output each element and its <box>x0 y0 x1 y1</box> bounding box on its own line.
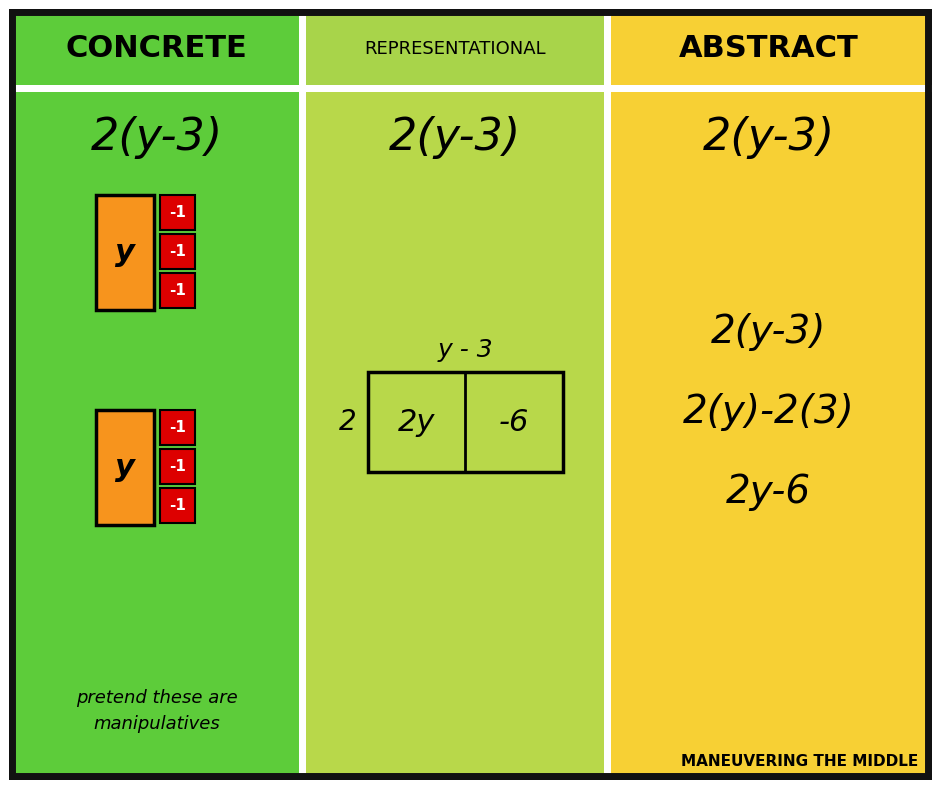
Text: -1: -1 <box>169 419 186 434</box>
Text: 2(y-3): 2(y-3) <box>711 313 826 351</box>
Text: -1: -1 <box>169 243 186 258</box>
Text: 2(y-3): 2(y-3) <box>389 116 521 158</box>
Bar <box>611 92 926 774</box>
Text: y: y <box>115 452 135 481</box>
Text: pretend these are: pretend these are <box>75 689 238 707</box>
Bar <box>306 92 604 774</box>
Bar <box>160 410 195 444</box>
Text: 2y: 2y <box>398 407 435 437</box>
Bar <box>14 92 299 774</box>
Text: -1: -1 <box>169 459 186 474</box>
Text: -1: -1 <box>169 205 186 220</box>
Bar <box>160 195 195 229</box>
Bar <box>96 195 154 310</box>
Bar <box>160 273 195 307</box>
Text: 2: 2 <box>338 408 356 436</box>
Bar <box>160 488 195 522</box>
Text: REPRESENTATIONAL: REPRESENTATIONAL <box>364 39 546 58</box>
Text: -1: -1 <box>169 283 186 298</box>
Text: y - 3: y - 3 <box>437 338 493 362</box>
Bar <box>368 372 562 472</box>
Text: CONCRETE: CONCRETE <box>66 34 247 63</box>
Bar <box>299 12 306 776</box>
Bar <box>14 12 299 85</box>
Text: 2(y-3): 2(y-3) <box>90 116 223 158</box>
Bar <box>611 12 926 85</box>
Text: MANEUVERING THE MIDDLE: MANEUVERING THE MIDDLE <box>681 754 918 770</box>
Text: manipulatives: manipulatives <box>93 715 220 733</box>
Text: 2(y)-2(3): 2(y)-2(3) <box>682 393 854 431</box>
Text: -6: -6 <box>498 407 529 437</box>
Text: 2(y-3): 2(y-3) <box>702 116 835 158</box>
Bar <box>604 12 611 776</box>
Bar <box>160 448 195 484</box>
Bar <box>14 85 933 92</box>
Bar <box>96 410 154 525</box>
Bar <box>306 12 604 85</box>
Bar <box>160 233 195 269</box>
Text: ABSTRACT: ABSTRACT <box>679 34 858 63</box>
Text: 2y-6: 2y-6 <box>726 473 811 511</box>
Text: y: y <box>115 237 135 266</box>
Text: -1: -1 <box>169 497 186 512</box>
